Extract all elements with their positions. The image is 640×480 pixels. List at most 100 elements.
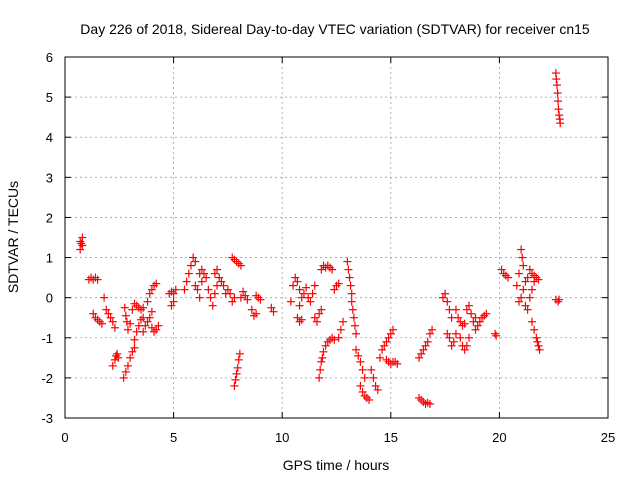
data-point [139, 303, 148, 312]
data-point [365, 395, 374, 404]
data-point [552, 81, 561, 90]
data-point [460, 319, 469, 328]
plot-frame [64, 56, 609, 419]
data-point [317, 357, 326, 366]
data-point [519, 285, 528, 294]
data-point [256, 295, 265, 304]
data-point [193, 285, 202, 294]
data-point [343, 257, 352, 266]
data-point [517, 245, 526, 254]
data-point [169, 289, 178, 298]
data-point [556, 119, 565, 128]
data-point [354, 351, 363, 360]
y-tick-label: 6 [46, 50, 53, 65]
data-point [139, 327, 148, 336]
data-point [150, 327, 159, 336]
data-point [114, 353, 123, 362]
data-point [527, 317, 536, 326]
data-point [104, 309, 113, 318]
y-tick-label: 4 [46, 130, 53, 145]
data-point [154, 321, 163, 330]
data-point [532, 273, 541, 282]
data-point [360, 373, 369, 382]
data-point [514, 297, 523, 306]
data-point [334, 333, 343, 342]
data-point [388, 325, 397, 334]
data-point [252, 291, 261, 300]
data-point [334, 279, 343, 288]
data-point [534, 341, 543, 350]
data-point [113, 349, 122, 358]
data-point [76, 245, 85, 254]
x-tick-label: 20 [492, 430, 506, 445]
data-point [443, 329, 452, 338]
data-point [226, 289, 235, 298]
data-point [491, 329, 500, 338]
data-point [97, 319, 106, 328]
data-point [378, 345, 387, 354]
data-point [78, 241, 87, 250]
data-point [367, 365, 376, 374]
data-point [130, 343, 139, 352]
data-points [76, 69, 565, 408]
data-point [297, 315, 306, 324]
data-point [167, 301, 176, 310]
data-point [78, 233, 87, 242]
data-point [421, 341, 430, 350]
data-point [121, 367, 130, 376]
data-point [358, 387, 367, 396]
data-point [521, 301, 530, 310]
data-point [527, 269, 536, 278]
data-point [525, 265, 534, 274]
data-point [325, 263, 334, 272]
data-point [454, 313, 463, 322]
data-point [346, 281, 355, 290]
data-point [336, 325, 345, 334]
data-point [295, 317, 304, 326]
data-point [197, 277, 206, 286]
data-point [241, 291, 250, 300]
data-point [171, 285, 180, 294]
data-point [499, 269, 508, 278]
data-point [130, 335, 139, 344]
data-point [391, 357, 400, 366]
data-point [316, 365, 325, 374]
data-point [206, 293, 215, 302]
data-point [184, 269, 193, 278]
data-point [554, 97, 563, 106]
data-point [382, 337, 391, 346]
y-tick-label: 3 [46, 170, 53, 185]
data-point [141, 321, 150, 330]
y-tick-label: -2 [41, 371, 53, 386]
data-point [514, 269, 523, 278]
data-point [315, 373, 324, 382]
data-point [232, 369, 241, 378]
data-point [358, 365, 367, 374]
data-point [191, 257, 200, 266]
data-point [95, 317, 104, 326]
data-point [532, 333, 541, 342]
data-point [108, 317, 117, 326]
data-point [319, 347, 328, 356]
data-point [293, 313, 302, 322]
data-point [269, 307, 278, 316]
data-point [356, 357, 365, 366]
data-point [310, 313, 319, 322]
data-point [180, 285, 189, 294]
data-point [312, 317, 321, 326]
data-point [521, 277, 530, 286]
data-point [415, 393, 424, 402]
y-tick-label: 2 [46, 210, 53, 225]
data-point [128, 305, 137, 314]
data-point [289, 281, 298, 290]
data-point [523, 273, 532, 282]
data-point [232, 257, 241, 266]
data-point [530, 271, 539, 280]
data-point [369, 373, 378, 382]
data-point [375, 353, 384, 362]
data-point [137, 315, 146, 324]
y-tick-label: -1 [41, 331, 53, 346]
data-point [236, 293, 245, 302]
data-point [150, 281, 159, 290]
data-point [286, 297, 295, 306]
